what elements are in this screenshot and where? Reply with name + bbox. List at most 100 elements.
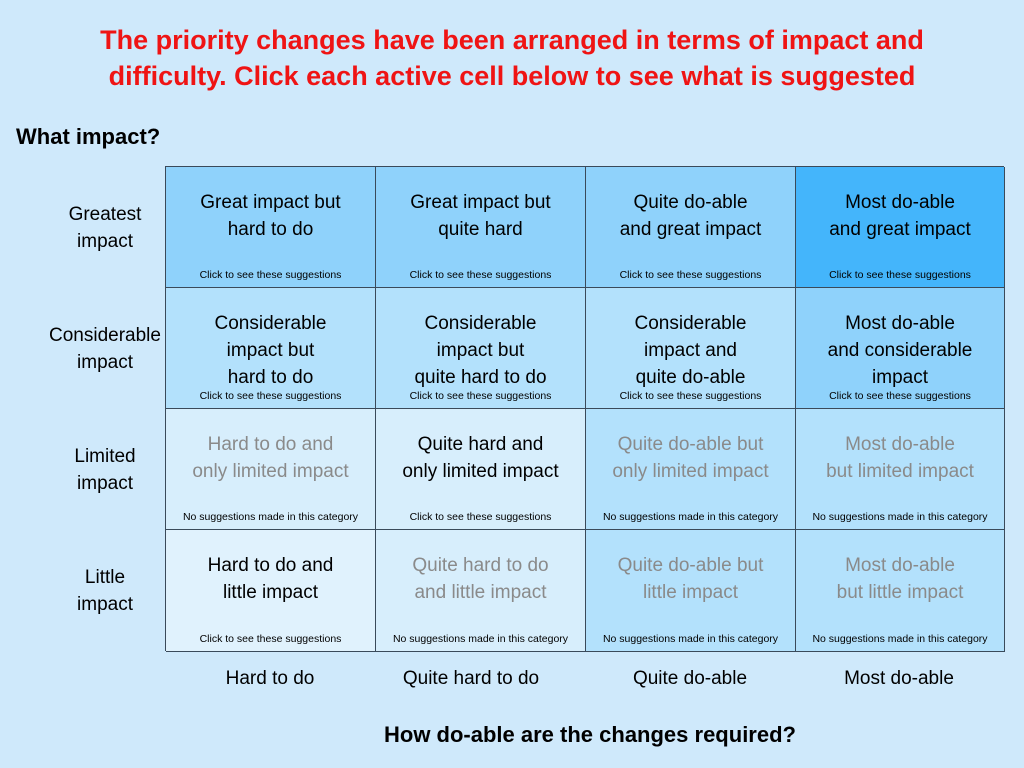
matrix-cell-heading-line: Hard to do and [207, 555, 334, 576]
matrix-cell-r2-c2[interactable]: Considerable impact but quite hard to do Cl… [376, 288, 586, 409]
matrix-cell-r3-c3: Quite do-able but only limited impact No s… [586, 409, 796, 530]
matrix-cell-r3-c4: Most do-able but limited impact No suggest… [796, 409, 1005, 530]
matrix-cell-heading-line: Considerable [214, 313, 327, 334]
matrix-cell-heading-line: only limited impact [192, 461, 349, 482]
matrix-cell-r3-c2[interactable]: Quite hard and only limited impact Click t… [376, 409, 586, 530]
matrix-cell-heading-line: Considerable [424, 313, 537, 334]
matrix-cell-heading: Hard to do and little impact [166, 552, 375, 606]
matrix-cell-r3-c1: Hard to do and only limited impact No sugg… [166, 409, 376, 530]
matrix-cell-note: No suggestions made in this category [812, 633, 988, 645]
matrix-cell-heading-line: Quite do-able but [617, 434, 764, 455]
matrix-cell-link-text: Click to see these suggestions [199, 269, 342, 281]
matrix-cell-heading-line: Most do-able [845, 434, 955, 455]
matrix-cell-link-text: Click to see these suggestions [199, 390, 342, 402]
matrix-cell-r1-c3[interactable]: Quite do-able and great impact Click to se… [586, 167, 796, 288]
matrix-cell-heading-line: and considerable [827, 340, 973, 361]
matrix-cell-heading-line: Quite do-able but [617, 555, 764, 576]
matrix-cell-heading: Considerable impact but hard to do [166, 310, 375, 391]
matrix-cell-note: No suggestions made in this category [182, 511, 359, 523]
matrix-cell-link-text: Click to see these suggestions [409, 269, 552, 281]
matrix-cell-heading-line: impact but [226, 340, 315, 361]
matrix-cell-r4-c2: Quite hard to do and little impact No sugg… [376, 530, 586, 652]
page-title-line-1: The priority changes have been arranged … [100, 25, 924, 55]
matrix-cell-heading-line: Quite do-able [633, 192, 748, 213]
matrix-cell-heading: Considerable impact but quite hard to do [376, 310, 585, 391]
matrix-cell-heading-line: Great impact but [200, 192, 341, 213]
matrix-cell-heading-line: Most do-able [845, 192, 955, 213]
row-label-little-impact: Little impact [0, 564, 210, 618]
matrix-cell-heading-line: and little impact [414, 582, 547, 603]
matrix-cell-heading-line: quite hard to do [414, 367, 547, 388]
matrix-cell-heading-line: little impact [222, 582, 319, 603]
matrix-cell-heading: Great impact but quite hard [376, 189, 585, 243]
matrix-cell-note: No suggestions made in this category [602, 633, 779, 645]
matrix-cell-r2-c1[interactable]: Considerable impact but hard to do Click to… [166, 288, 376, 409]
matrix-cell-link-text: Click to see these suggestions [199, 633, 342, 645]
matrix-cell-heading-line: Most do-able [845, 555, 955, 576]
matrix-cell-r2-c3[interactable]: Considerable impact and quite do-able Click… [586, 288, 796, 409]
matrix-cell-heading: Quite hard to do and little impact [376, 552, 585, 606]
page-title: The priority changes have been arranged … [0, 22, 1024, 94]
matrix-cell-heading: Quite do-able but little impact [586, 552, 795, 606]
matrix-cell-note: No suggestions made in this category [392, 633, 569, 645]
matrix-cell-heading-line: Most do-able [845, 313, 955, 334]
matrix-cell-heading-line: Considerable [634, 313, 747, 334]
row-label-little-impact-line-2: impact [77, 594, 133, 615]
matrix-cell-heading: Hard to do and only limited impact [166, 431, 375, 485]
matrix-cell-link-text: Click to see these suggestions [409, 390, 552, 402]
matrix-cell-heading-line: quite do-able [635, 367, 746, 388]
row-label-limited-impact-line-1: Limited [74, 446, 136, 467]
row-label-greatest-impact-line-2: impact [77, 231, 133, 252]
matrix-cell-heading-line: Great impact but [410, 192, 551, 213]
matrix-cell-heading-line: impact but [436, 340, 525, 361]
matrix-cell-heading-line: hard to do [227, 367, 314, 388]
matrix-cell-heading-line: only limited impact [612, 461, 769, 482]
row-label-greatest-impact-line-1: Greatest [68, 204, 142, 225]
row-label-considerable-impact: Considerable impact [0, 322, 210, 376]
matrix-cell-heading-line: Hard to do and [207, 434, 334, 455]
matrix-cell-heading: Most do-able but little impact [796, 552, 1004, 606]
matrix-cell-note: No suggestions made in this category [812, 511, 988, 523]
matrix-cell-r2-c4[interactable]: Most do-able and considerable impact Click … [796, 288, 1005, 409]
matrix-cell-heading-line: only limited impact [402, 461, 559, 482]
row-label-considerable-impact-line-1: Considerable [49, 325, 161, 346]
matrix-cell-heading-line: quite hard [438, 219, 523, 240]
matrix-cell-r1-c1[interactable]: Great impact but hard to do Click to see t… [166, 167, 376, 288]
matrix-cell-heading: Quite hard and only limited impact [376, 431, 585, 485]
matrix-cell-r1-c2[interactable]: Great impact but quite hard Click to see t… [376, 167, 586, 288]
matrix-cell-heading-line: impact [872, 367, 928, 388]
row-label-limited-impact: Limited impact [0, 443, 210, 497]
matrix-cell-heading-line: impact and [644, 340, 737, 361]
matrix-cell-link-text: Click to see these suggestions [409, 511, 552, 523]
x-axis-title: How do-able are the changes required? [384, 722, 796, 747]
matrix-cell-link-text: Click to see these suggestions [619, 390, 762, 402]
matrix-cell-link-text: Click to see these suggestions [619, 269, 762, 281]
matrix-cell-heading: Most do-able and considerable impact [796, 310, 1004, 391]
row-label-considerable-impact-line-2: impact [77, 352, 133, 373]
matrix-cell-heading-line: Quite hard to do [412, 555, 549, 576]
matrix-cell-note: No suggestions made in this category [602, 511, 779, 523]
matrix-cell-link-text: Click to see these suggestions [829, 269, 971, 281]
matrix-cell-heading-line: but limited impact [826, 461, 974, 482]
matrix-cell-r4-c4: Most do-able but little impact No suggesti… [796, 530, 1005, 652]
matrix-cell-heading-line: but little impact [836, 582, 964, 603]
col-label-quite-do-able: Quite do-able [632, 668, 748, 689]
matrix-cell-link-text: Click to see these suggestions [829, 390, 971, 402]
matrix-cell-r1-c4[interactable]: Most do-able and great impact Click to see… [796, 167, 1005, 288]
matrix-cell-heading-line: hard to do [227, 219, 314, 240]
matrix-cell-heading-line: and great impact [619, 219, 762, 240]
matrix-cell-r4-c1[interactable]: Hard to do and little impact Click to see … [166, 530, 376, 652]
matrix-cell-heading-line: Quite hard and [417, 434, 544, 455]
matrix-cell-heading: Quite do-able and great impact [586, 189, 795, 243]
matrix-cell-r4-c3: Quite do-able but little impact No suggest… [586, 530, 796, 652]
col-label-quite-hard-to-do: Quite hard to do [402, 668, 540, 689]
matrix-cell-heading-line: and great impact [829, 219, 971, 240]
row-label-greatest-impact: Greatest impact [0, 201, 210, 255]
matrix-cell-heading: Most do-able and great impact [796, 189, 1004, 243]
col-label-hard-to-do: Hard to do [225, 668, 315, 689]
matrix-cell-heading: Most do-able but limited impact [796, 431, 1004, 485]
matrix-cell-heading: Quite do-able but only limited impact [586, 431, 795, 485]
page-title-line-2: difficulty. Click each active cell below… [108, 61, 916, 91]
y-axis-title: What impact? [16, 124, 161, 149]
row-label-little-impact-line-1: Little [84, 567, 126, 588]
